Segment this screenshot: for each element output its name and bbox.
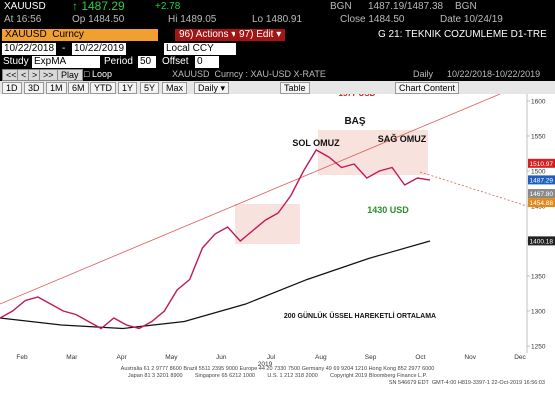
period-tab[interactable]: 3D xyxy=(24,82,44,94)
shade xyxy=(235,204,300,244)
period-tab[interactable]: 5Y xyxy=(140,82,160,94)
period-label: Period xyxy=(104,56,133,67)
time: At 16:56 xyxy=(4,14,42,25)
table-button[interactable]: Table xyxy=(280,82,310,94)
x-tick-label: Nov xyxy=(464,354,476,361)
x-tick-label: Apr xyxy=(117,354,128,361)
price-line xyxy=(0,149,431,330)
footer-line: SN 546679 EDT GMT-4:00 H819-3397-1 22-Oc… xyxy=(388,380,545,386)
annotation: SOL OMUZ xyxy=(292,138,340,148)
price-label: 1454.88 xyxy=(530,200,554,207)
x-tick-label: May xyxy=(165,354,178,361)
change: +2.78 xyxy=(155,1,181,12)
high: Hi 1489.05 xyxy=(168,14,217,25)
x-tick-label: Feb xyxy=(16,354,28,361)
y-tick-label: 1600 xyxy=(531,99,546,106)
price-label: 1400.18 xyxy=(530,238,554,245)
y-tick-label: 1550 xyxy=(531,134,546,141)
annotation: SAĞ OMUZ xyxy=(378,133,427,144)
source: BGN xyxy=(455,1,477,12)
period-tab[interactable]: Max xyxy=(162,82,188,94)
annotation: BAŞ xyxy=(344,116,365,127)
span: 10/22/2018-10/22/2019 xyxy=(447,69,541,79)
nav-button[interactable]: >> xyxy=(39,69,58,81)
currency[interactable]: Local CCY xyxy=(164,43,236,55)
date: Date 10/24/19 xyxy=(440,14,503,25)
open: Op 1484.50 xyxy=(72,14,125,25)
period[interactable]: 50 xyxy=(138,56,156,68)
footer: Australia 61 2 9777 8600 Brazil 5511 239… xyxy=(0,366,555,400)
end-date[interactable]: 10/22/2019 xyxy=(72,43,127,55)
loop-checkbox[interactable]: □ Loop xyxy=(84,69,112,79)
close: Close 1484.50 xyxy=(340,14,405,25)
period-tab[interactable]: 6M xyxy=(68,82,89,94)
y-tick-label: 1250 xyxy=(531,344,546,351)
x-tick-label: Mar xyxy=(66,354,78,361)
x-tick-label: Aug xyxy=(315,354,327,361)
security-field[interactable]: XAUUSD Curncy xyxy=(2,29,158,41)
x-tick-label: Jul xyxy=(267,354,276,361)
separator: - xyxy=(62,43,66,54)
period-tab[interactable]: 1D xyxy=(2,82,22,94)
ema-200-line xyxy=(0,240,431,330)
shade xyxy=(318,130,428,175)
price-label: 1510.97 xyxy=(530,161,554,168)
year-label: 2019 xyxy=(258,361,273,366)
period-tab[interactable]: 1M xyxy=(46,82,67,94)
price-label-box xyxy=(528,198,555,208)
period-tab[interactable]: YTD xyxy=(90,82,116,94)
price-label-box xyxy=(528,189,555,199)
price-label-box xyxy=(528,236,555,246)
loop-label: Loop xyxy=(91,69,112,79)
trend-line xyxy=(0,94,501,305)
annotation: 1430 USD xyxy=(367,205,409,215)
offset-label: Offset xyxy=(162,56,189,67)
x-tick-label: Jun xyxy=(216,354,227,361)
offset[interactable]: 0 xyxy=(195,56,219,68)
chart-content-button[interactable]: Chart Content xyxy=(395,82,460,94)
y-tick-label: 1300 xyxy=(531,309,546,316)
annotation: 200 GÜNLÜK ÜSSEL HAREKETLİ ORTALAMA xyxy=(284,311,436,320)
frequency-select[interactable]: Daily ▾ xyxy=(194,82,230,94)
price-label-box xyxy=(528,158,555,168)
ticker: XAUUSD xyxy=(4,1,46,12)
footer-line: Australia 61 2 9777 8600 Brazil 5511 239… xyxy=(120,366,435,372)
last-price: ↑ 1487.29 xyxy=(72,0,125,13)
chart: 12501300135014001450150015501600FebMarAp… xyxy=(0,94,555,366)
low: Lo 1480.91 xyxy=(252,14,303,25)
annotation: 1577 USD xyxy=(339,94,376,98)
y-tick-label: 1500 xyxy=(531,169,546,176)
bid-ask: 1487.19/1487.38 xyxy=(368,1,444,12)
page-title: G 21: TEKNIK COZUMLEME D1-TRE xyxy=(378,29,547,40)
price-label: 1467.80 xyxy=(530,191,554,198)
x-tick-label: Oct xyxy=(415,354,425,361)
description: XAUUSD Curncy : XAU-USD X-RATE xyxy=(172,69,326,79)
actions-menu[interactable]: 96) Actions ▾ xyxy=(175,29,241,41)
period-tab[interactable]: 1Y xyxy=(118,82,138,94)
source: BGN xyxy=(330,1,352,12)
frequency: Daily xyxy=(413,69,434,79)
trend-line xyxy=(419,171,528,207)
x-tick-label: Sep xyxy=(365,354,377,361)
study-name[interactable]: ExpMA xyxy=(32,56,100,68)
start-date[interactable]: 10/22/2018 xyxy=(2,43,57,55)
price-label-box xyxy=(528,175,555,185)
footer-line: Japan 81 3 3201 8900 Singapore 65 6212 1… xyxy=(127,373,428,379)
y-tick-label: 1350 xyxy=(531,274,546,281)
play-button[interactable]: Play xyxy=(57,69,83,81)
x-tick-label: Dec xyxy=(514,354,526,361)
study-label: Study xyxy=(3,56,29,67)
price-label: 1487.29 xyxy=(530,177,554,184)
tab-bar: 1D 3D 1M 6M YTD 1Y 5Y Max Daily ▾ Table Chart Cont… xyxy=(0,81,555,94)
edit-menu[interactable]: 97) Edit ▾ xyxy=(235,29,286,41)
